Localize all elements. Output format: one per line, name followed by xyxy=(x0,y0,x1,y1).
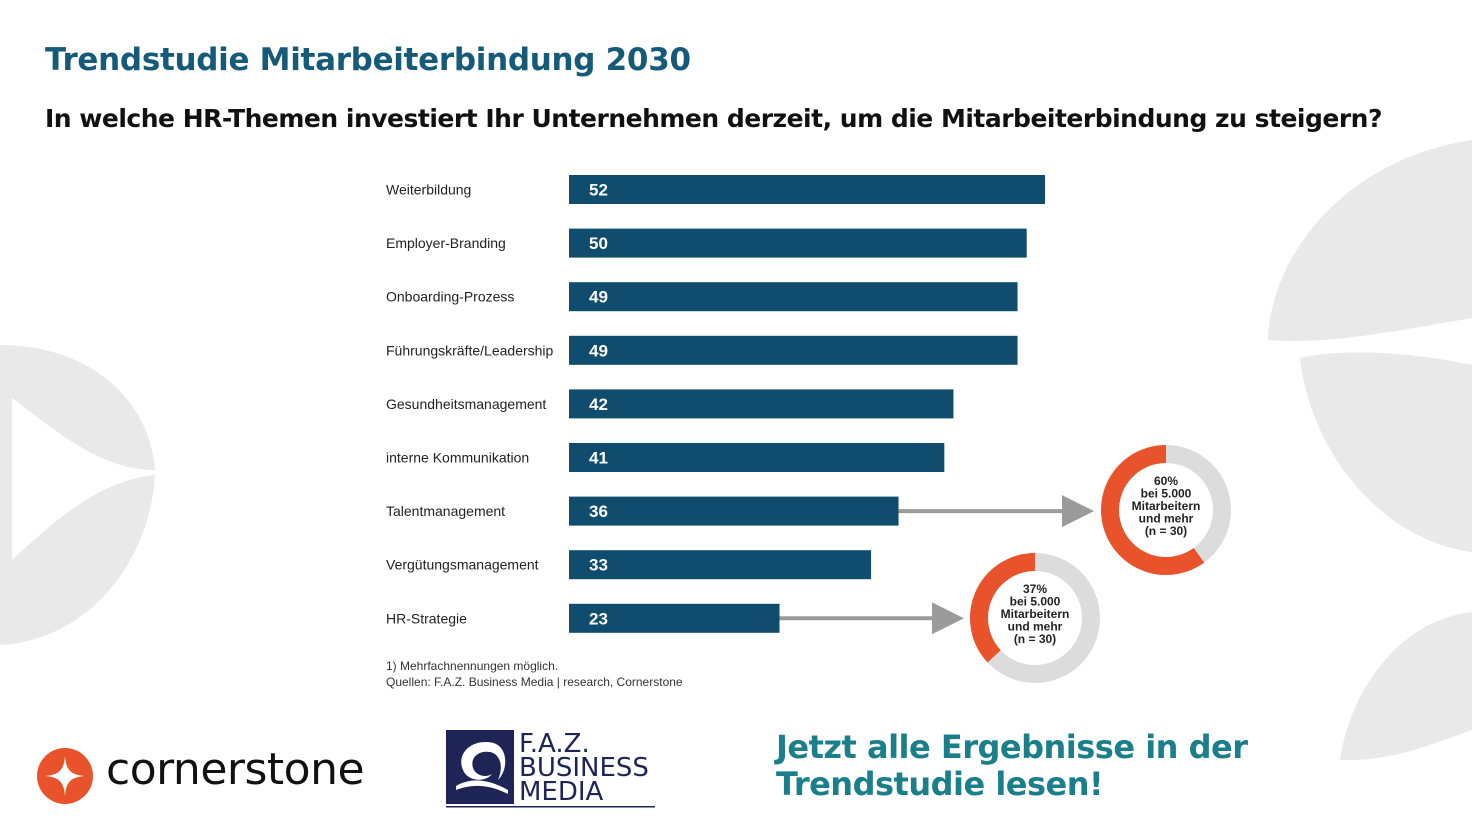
bar-vergutungsmanagement xyxy=(569,550,872,580)
page-title: Trendstudie Mitarbeiterbindung 2030 xyxy=(45,42,691,78)
donut-text-talentmanagement: bei 5.000 xyxy=(1141,487,1192,501)
donut-text-hr-strategie: und mehr xyxy=(1008,620,1063,634)
value-label-gesundheitsmanagement: 42 xyxy=(589,395,608,414)
faz-business-media-logo: F.A.Z. BUSINESS MEDIA xyxy=(446,729,655,808)
bar-employer-branding xyxy=(569,228,1027,258)
donut-text-talentmanagement: und mehr xyxy=(1139,512,1194,526)
category-label-employer-branding: Employer-Branding xyxy=(386,235,506,251)
value-label-vergutungsmanagement: 33 xyxy=(589,556,608,575)
value-label-employer-branding: 50 xyxy=(589,234,608,253)
donut-percent-talentmanagement: 60% xyxy=(1154,474,1178,488)
value-label-fuhrungskrafte-leadership: 49 xyxy=(589,341,608,360)
donut-text-hr-strategie: Mitarbeitern xyxy=(1001,607,1070,621)
right-bottom-decor-shape xyxy=(1340,612,1472,761)
donut-highlight-hr-strategie xyxy=(970,553,1036,663)
footnote-multiple-answers: 1) Mehrfachnennungen möglich. xyxy=(386,659,559,673)
bar-gesundheitsmanagement xyxy=(569,389,954,419)
category-label-onboarding-prozess: Onboarding-Prozess xyxy=(386,289,514,305)
donut-text-hr-strategie: (n = 30) xyxy=(1014,632,1056,646)
category-label-fuhrungskrafte-leadership: Führungskräfte/Leadership xyxy=(386,342,554,358)
value-label-interne-kommunikation: 41 xyxy=(589,449,608,468)
donut-text-hr-strategie: bei 5.000 xyxy=(1010,595,1061,609)
faz-logo-line2: BUSINESS xyxy=(519,753,649,783)
category-label-talentmanagement: Talentmanagement xyxy=(386,503,505,519)
category-label-gesundheitsmanagement: Gesundheitsmanagement xyxy=(386,396,546,412)
value-label-hr-strategie: 23 xyxy=(589,609,608,628)
call-to-action[interactable]: Jetzt alle Ergebnisse in der Trendstudie… xyxy=(776,728,1248,803)
faz-logo-underline xyxy=(446,806,655,808)
value-label-weiterbildung: 52 xyxy=(589,181,608,200)
bar-hr-strategie xyxy=(569,603,780,633)
donut-highlight-talentmanagement xyxy=(1101,445,1205,575)
chart-question: In welche HR-Themen investiert Ihr Unter… xyxy=(45,104,1382,133)
faz-logo-line3: MEDIA xyxy=(519,777,604,807)
bar-interne-kommunikation xyxy=(569,443,945,472)
donut-text-talentmanagement: Mitarbeitern xyxy=(1132,499,1201,513)
bar-onboarding-prozess xyxy=(569,282,1018,312)
value-label-talentmanagement: 36 xyxy=(589,502,608,521)
category-label-interne-kommunikation: interne Kommunikation xyxy=(386,450,529,466)
category-label-weiterbildung: Weiterbildung xyxy=(386,182,471,198)
right-decor-shape xyxy=(1268,140,1472,552)
faz-logo-line1: F.A.Z. xyxy=(519,729,590,759)
donut-percent-hr-strategie: 37% xyxy=(1023,582,1047,596)
bar-weiterbildung xyxy=(569,175,1045,204)
chart-footnotes: 1) Mehrfachnennungen möglich. Quellen: F… xyxy=(386,658,683,690)
category-label-hr-strategie: HR-Strategie xyxy=(386,610,467,626)
bar-talentmanagement xyxy=(569,496,899,526)
cta-line1: Jetzt alle Ergebnisse in der xyxy=(776,728,1248,766)
cta-line2: Trendstudie lesen! xyxy=(776,765,1104,803)
footnote-sources: Quellen: F.A.Z. Business Media | researc… xyxy=(386,675,683,689)
bar-fuhrungskrafte-leadership xyxy=(569,335,1018,365)
cornerstone-logo-icon xyxy=(37,748,93,804)
value-label-onboarding-prozess: 49 xyxy=(589,288,608,307)
faz-logo-wave-icon xyxy=(461,742,506,780)
cornerstone-wordmark: cornerstone xyxy=(106,744,365,795)
category-label-vergutungsmanagement: Vergütungsmanagement xyxy=(386,557,539,573)
left-decor-shape xyxy=(0,345,155,645)
donut-text-talentmanagement: (n = 30) xyxy=(1145,524,1187,538)
